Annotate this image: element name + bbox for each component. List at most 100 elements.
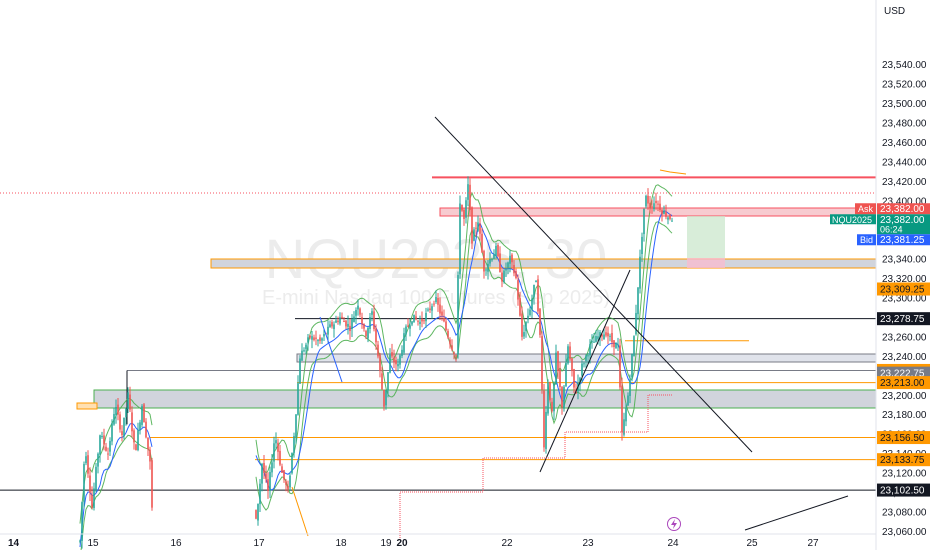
candle-body <box>267 479 269 491</box>
price-tag: 23,213.00 <box>880 378 925 389</box>
candle-body <box>471 207 473 244</box>
candle-body <box>349 325 351 332</box>
gray-zone-lower[interactable] <box>93 389 877 409</box>
price-tick-label: 23,340.00 <box>882 255 927 266</box>
candle-body <box>365 331 367 337</box>
candle-body <box>307 337 309 343</box>
candle-body <box>625 407 627 422</box>
candle-body <box>589 344 591 356</box>
candle-body <box>465 200 467 218</box>
price-tag-bg <box>877 453 930 467</box>
time-tick-label: 22 <box>501 538 513 549</box>
candle-body <box>427 309 429 311</box>
candle-body <box>651 206 653 208</box>
candle-body <box>411 321 413 325</box>
time-tick-label: 27 <box>807 538 819 549</box>
candle-body <box>615 343 617 349</box>
candle-body <box>345 320 347 327</box>
candle-body <box>371 311 373 315</box>
candle-body <box>569 346 571 360</box>
candle-body <box>407 325 409 327</box>
time-axis[interactable]: 14 15 16 17 18 19 20 22 23 24 25 27 <box>0 533 876 549</box>
candle-body <box>581 363 583 376</box>
candle-body <box>657 203 659 205</box>
candle-body <box>99 435 101 455</box>
candle-body <box>453 352 455 355</box>
candle-body <box>459 203 461 275</box>
price-tick-label: 23,080.00 <box>882 507 927 518</box>
trendline-ascending[interactable] <box>539 269 631 473</box>
candle-body <box>113 413 115 425</box>
candle-body <box>425 313 427 322</box>
price-tick-label: 23,540.00 <box>882 60 927 71</box>
target-zone-green[interactable] <box>687 216 725 258</box>
candle-body <box>347 323 349 327</box>
countdown: 06:24 <box>880 224 903 234</box>
candle-body <box>339 317 341 324</box>
trendline-descending[interactable] <box>434 116 753 453</box>
candle-body <box>489 258 491 264</box>
candle-body <box>89 475 91 493</box>
bid-price: 23,381.25 <box>880 235 925 246</box>
candle-body <box>527 315 529 320</box>
candle-body <box>131 412 133 432</box>
candle-body <box>133 430 135 443</box>
candle-body <box>275 440 277 444</box>
price-tag: 23,278.75 <box>880 314 925 325</box>
candle-body <box>87 455 89 474</box>
trendline-orange[interactable] <box>291 486 309 537</box>
candle-body <box>467 184 469 200</box>
candle-body <box>517 280 519 300</box>
candle-body <box>277 442 279 452</box>
candle-body <box>351 319 353 330</box>
candle-body <box>397 363 399 367</box>
lightning-icon[interactable] <box>667 517 681 531</box>
candle-body <box>431 306 433 311</box>
time-tick-label: 19 <box>380 538 392 549</box>
projection-line <box>659 169 687 175</box>
candle-body <box>445 321 447 331</box>
candle-body <box>637 287 639 315</box>
candle-body <box>353 316 355 322</box>
candle-body <box>359 308 361 315</box>
candle-body <box>499 253 501 273</box>
candle-body <box>493 254 495 260</box>
candle-body <box>149 449 151 462</box>
candle-body <box>537 279 539 312</box>
candle-body <box>549 381 551 401</box>
candle-body <box>501 272 503 282</box>
candle-body <box>649 202 651 208</box>
time-tick-label: 14 <box>8 538 20 549</box>
stop-zone-red[interactable] <box>687 258 725 268</box>
gray-zone-upper[interactable] <box>210 258 877 269</box>
candle-body <box>393 357 395 363</box>
candle-body <box>281 466 283 473</box>
candle-body <box>507 262 509 268</box>
candle-body <box>271 462 273 473</box>
trendline-blue[interactable] <box>319 316 343 383</box>
candle-body <box>475 227 477 229</box>
candle-body <box>643 208 645 235</box>
candle-body <box>605 332 607 336</box>
candle-body <box>509 255 511 264</box>
trendline-lower-right[interactable] <box>744 495 849 531</box>
bid-price-bg <box>877 234 930 246</box>
candle-body <box>591 341 593 343</box>
candle-body <box>373 311 375 330</box>
orange-zone-left[interactable] <box>76 402 98 410</box>
candle-body <box>539 308 541 335</box>
candle-body <box>139 422 141 431</box>
candle-body <box>383 389 385 407</box>
candle-body <box>319 337 321 341</box>
candle-body <box>669 214 671 219</box>
candle-body <box>107 453 109 455</box>
price-tick-label: 23,440.00 <box>882 157 927 168</box>
candle-body <box>363 324 365 329</box>
candle-body <box>377 344 379 357</box>
candle-body <box>285 481 287 485</box>
candle-body <box>545 411 547 449</box>
candle-body <box>513 265 515 274</box>
candle-body <box>635 312 637 335</box>
